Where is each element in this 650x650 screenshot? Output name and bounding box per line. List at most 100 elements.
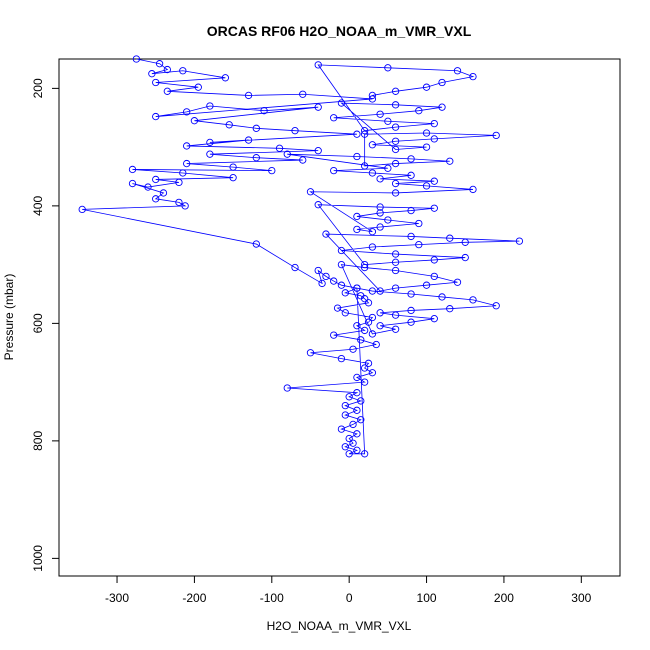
data-point [492,131,500,140]
data-point [345,434,353,443]
data-point [244,136,253,144]
y-tick-label: 600 [31,313,45,333]
data-point [376,209,384,217]
data-point [461,253,469,262]
data-point [283,150,291,158]
data-point [391,311,400,319]
data-point [306,349,315,357]
data-point [353,430,361,438]
data-point [314,61,322,69]
data-point [391,179,400,188]
data-point [206,150,214,158]
data-point [360,130,369,138]
data-point [376,175,384,183]
data-point [384,117,392,125]
data-point [345,450,353,458]
data-point [357,416,365,424]
data-point [453,278,462,286]
x-axis-label: H2O_NOAA_m_VMR_VXL [267,619,412,633]
data-point [330,331,338,339]
data-point [314,201,322,209]
data-point [407,290,415,298]
data-point [407,206,415,215]
data-point [229,163,237,171]
data-point [179,169,187,177]
data-point [430,204,438,212]
data-point [376,110,384,118]
data-point [430,135,438,143]
data-point [252,154,260,162]
data-point [360,450,369,458]
data-point [422,83,431,91]
data-point [430,272,438,281]
data-point [225,121,233,129]
data-point [341,401,349,410]
data-point [384,164,392,172]
data-point [422,281,431,289]
data-point [360,263,369,272]
data-point [469,72,477,81]
data-point [337,425,346,433]
data-point [368,369,377,377]
data-point [353,130,361,138]
data-point [341,411,349,419]
data-point [179,67,187,75]
data-point [299,156,307,164]
data-point [337,99,346,107]
x-tick-label: 300 [571,591,591,605]
data-point [190,117,199,125]
data-point [368,95,377,103]
data-point [341,443,349,451]
data-point [314,146,322,155]
data-point [318,279,326,288]
data-point [333,304,342,312]
data-point [438,103,446,111]
data-point [368,169,377,177]
data-point [368,141,377,149]
data-point [159,189,168,197]
data-point [376,309,384,317]
data-point [407,318,415,326]
data-point [322,230,330,238]
y-tick-label: 200 [31,78,45,98]
data-point [422,143,431,151]
data-point [422,129,431,137]
data-point [391,123,400,131]
data-point [438,293,446,301]
data-point [349,420,357,429]
data-point [206,102,214,110]
data-point [275,144,284,152]
plot-frame [58,58,621,577]
data-point [407,155,415,163]
x-tick-label: 200 [494,591,514,605]
data-point [353,152,361,161]
data-point [155,60,164,68]
data-point [306,188,315,196]
data-point [353,446,361,454]
data-point [368,313,377,322]
data-point [407,306,415,315]
data-point [283,384,291,392]
data-point [337,281,346,289]
data-point [349,345,357,353]
x-tick-label: 0 [346,591,353,605]
data-point [128,165,137,174]
data-point [152,78,160,87]
data-point [183,142,191,150]
data-point [291,127,299,135]
data-point [407,232,415,241]
data-point [183,159,191,168]
chart-title: ORCAS RF06 H2O_NOAA_m_VMR_VXL [207,23,472,39]
data-point [353,284,361,292]
data-point [407,171,415,179]
data-layer [78,55,524,458]
data-point [391,189,400,197]
data-point [353,389,361,397]
data-point [368,330,377,338]
data-point [337,260,346,269]
data-point [152,175,160,184]
data-point [364,359,373,367]
data-point [364,299,373,307]
data-point [260,107,268,115]
data-point [244,91,253,100]
